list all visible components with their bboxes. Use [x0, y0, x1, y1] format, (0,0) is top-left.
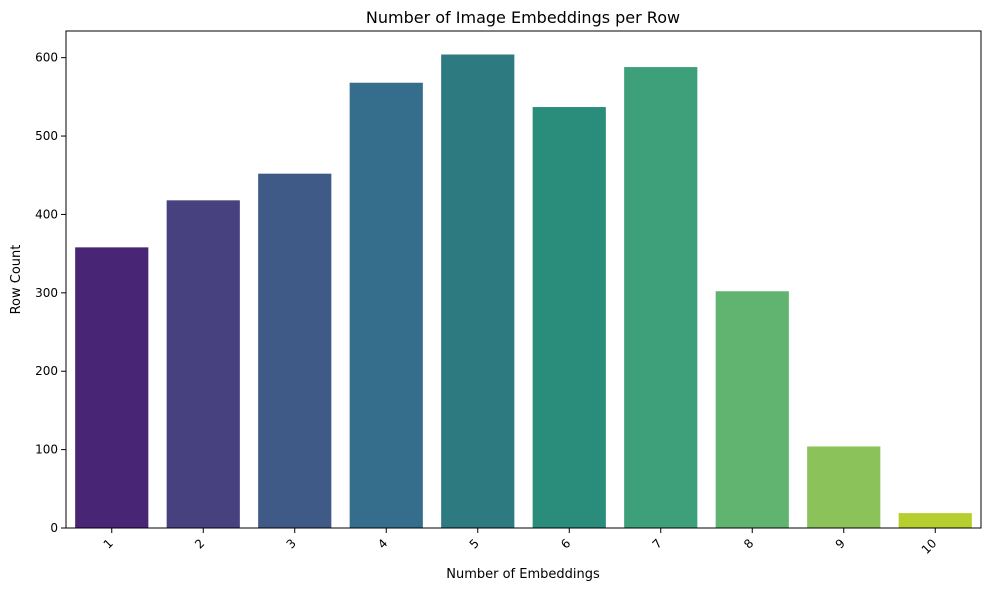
x-tick-label: 6	[558, 536, 573, 551]
x-tick-label: 2	[192, 536, 207, 551]
bar-10	[898, 513, 972, 528]
y-tick-label: 600	[35, 51, 58, 65]
bar-5	[441, 54, 515, 529]
x-tick-label: 4	[375, 536, 390, 551]
bar-4	[349, 82, 423, 529]
bar-8	[715, 291, 789, 528]
y-tick-label: 200	[35, 364, 58, 378]
x-tick-label: 9	[833, 536, 848, 551]
bar-1	[75, 247, 149, 528]
x-tick-label: 3	[284, 536, 299, 551]
x-tick-label: 10	[919, 536, 940, 557]
x-tick-label: 5	[467, 536, 482, 551]
bar-2	[166, 200, 240, 528]
x-tick-label: 7	[650, 536, 665, 551]
bar-9	[807, 446, 881, 528]
chart-title: Number of Image Embeddings per Row	[366, 8, 680, 27]
y-tick-label: 100	[35, 443, 58, 457]
y-tick-label: 300	[35, 286, 58, 300]
bar-7	[624, 67, 698, 528]
y-tick-label: 0	[50, 521, 58, 535]
y-tick-label: 500	[35, 129, 58, 143]
bar-6	[532, 107, 606, 528]
y-axis-label: Row Count	[9, 245, 24, 315]
x-axis-label: Number of Embeddings	[446, 567, 600, 582]
x-tick-label: 8	[741, 536, 756, 551]
y-tick-label: 400	[35, 207, 58, 221]
bar-3	[258, 173, 332, 528]
plot-area-frame	[65, 30, 982, 529]
x-tick-label: 1	[101, 536, 116, 551]
